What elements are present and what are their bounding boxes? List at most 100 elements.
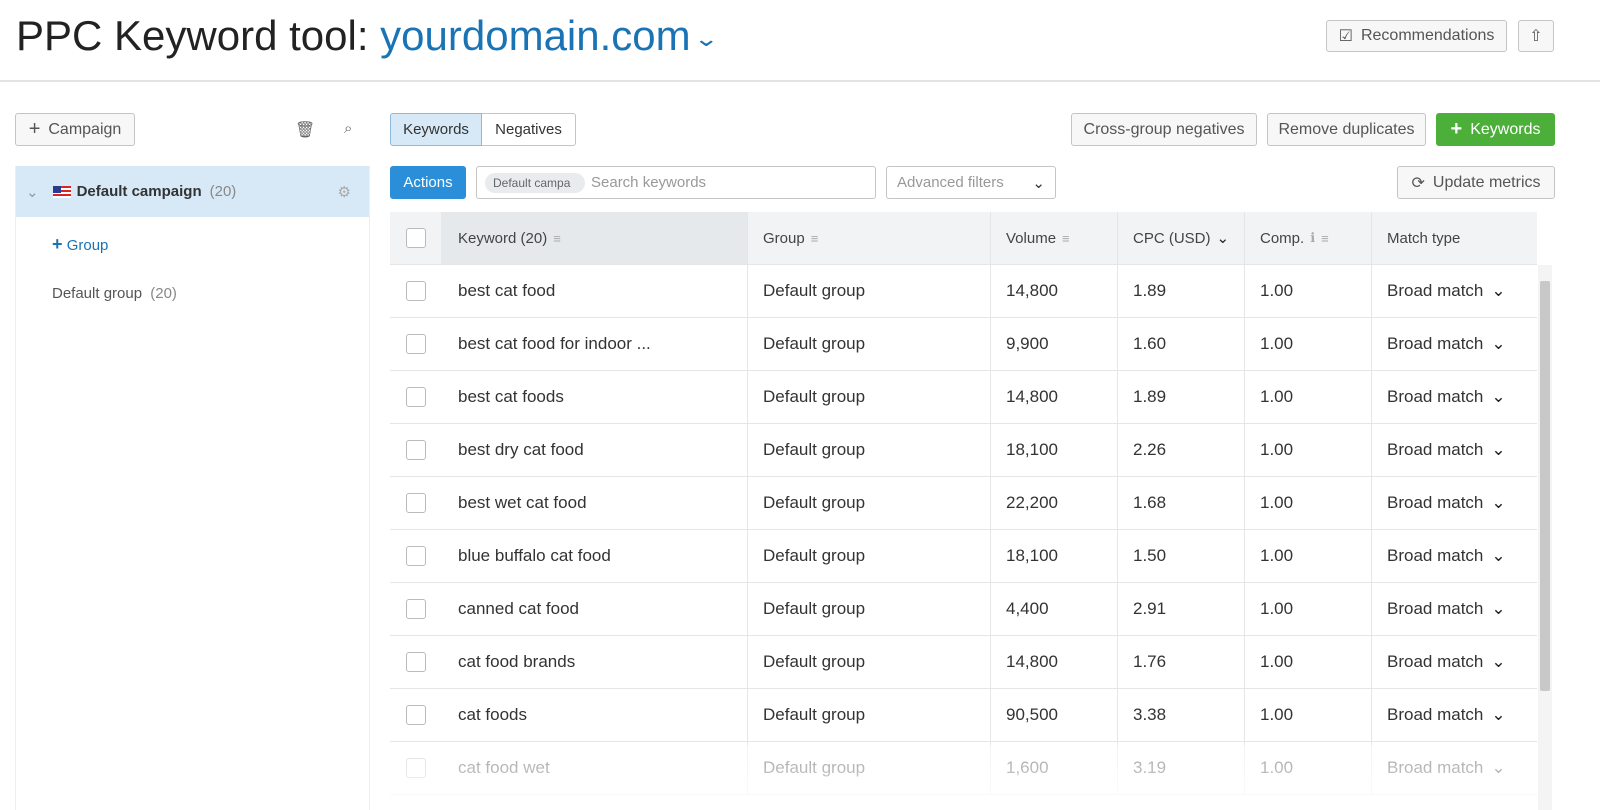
campaign-filter-chip[interactable]: Default campa [485,172,585,193]
chevron-down-icon: ⌄ [1032,174,1045,192]
comp-cell: 1.00 [1244,477,1371,529]
trash-icon[interactable]: 🗑 [295,122,316,139]
row-checkbox[interactable] [405,493,426,513]
checklist-icon: ☑ [1338,28,1353,45]
sort-icon[interactable]: ≡ [1321,230,1329,246]
chevron-down-icon[interactable]: ⌄ [692,25,719,51]
cpc-cell: 2.26 [1117,424,1244,476]
campaign-item[interactable]: ⌄ Default campaign (20) ⚙ [16,166,369,217]
chevron-down-icon[interactable]: ⌄ [26,183,39,201]
page-header: PPC Keyword tool: yourdomain.com ⌄ ☑ Recom… [0,0,1600,82]
chevron-down-icon: ⌄ [1491,493,1506,512]
chevron-down-icon: ⌄ [1491,546,1506,565]
volume-cell: 4,400 [990,583,1117,635]
row-checkbox[interactable] [405,599,426,619]
actions-button[interactable]: Actions [390,166,466,199]
gear-icon[interactable]: ⚙ [337,183,351,201]
cpc-cell: 1.68 [1117,477,1244,529]
plus-icon: + [28,118,41,140]
col-comp[interactable]: Comp. ℹ ≡ [1244,212,1371,264]
comp-cell: 1.00 [1244,689,1371,741]
keyword-cell: best cat food [458,281,556,300]
chevron-down-icon: ⌄ [1491,440,1506,459]
cross-group-negatives-button[interactable]: Cross-group negatives [1071,113,1257,146]
match-type-dropdown[interactable]: Broad match⌄ [1371,636,1537,688]
comp-cell: 1.00 [1244,424,1371,476]
sort-icon[interactable]: ≡ [553,230,561,246]
domain-selector[interactable]: yourdomain.com [380,12,691,59]
comp-cell: 1.00 [1244,583,1371,635]
volume-cell: 14,800 [990,265,1117,317]
table-row[interactable]: blue buffalo cat food Default group 18,1… [390,530,1537,583]
row-checkbox[interactable] [405,546,426,566]
scrollbar-thumb[interactable] [1540,281,1550,691]
keywords-table: Keyword (20) ≡ Group ≡ Volume ≡ CPC (USD) ⌄ … [390,212,1537,795]
search-icon[interactable]: ⌕ [344,120,353,137]
keyword-cell: best cat food for indoor ... [458,334,651,353]
chevron-down-icon: ⌄ [1491,334,1506,353]
table-row[interactable]: cat foods Default group 90,500 3.38 1.00… [390,689,1537,742]
table-row[interactable]: best wet cat food Default group 22,200 1… [390,477,1537,530]
row-checkbox[interactable] [405,281,426,301]
sort-icon[interactable]: ≡ [1062,230,1070,246]
row-checkbox[interactable] [405,334,426,354]
match-type-dropdown[interactable]: Broad match⌄ [1371,265,1537,317]
group-cell: Default group [747,636,990,688]
row-checkbox[interactable] [405,440,426,460]
row-checkbox[interactable] [405,705,426,725]
export-button[interactable]: ⇧ [1518,20,1554,52]
add-keywords-button[interactable]: + Keywords [1436,113,1555,146]
match-type-dropdown[interactable]: Broad match⌄ [1371,371,1537,423]
cpc-cell: 1.89 [1117,371,1244,423]
row-checkbox[interactable] [405,387,426,407]
col-cpc[interactable]: CPC (USD) ⌄ [1117,212,1244,264]
group-cell: Default group [747,424,990,476]
row-checkbox[interactable] [405,652,426,672]
search-keywords-input[interactable]: Default campa Search keywords [476,166,876,199]
select-all-checkbox[interactable] [405,228,426,248]
match-type-dropdown[interactable]: Broad match⌄ [1371,583,1537,635]
match-type-dropdown[interactable]: Broad match⌄ [1371,318,1537,370]
refresh-icon: ⟳ [1411,174,1425,192]
info-icon[interactable]: ℹ [1310,230,1316,245]
table-scrollbar[interactable] [1538,265,1552,810]
col-volume[interactable]: Volume ≡ [990,212,1117,264]
table-row[interactable]: cat food brands Default group 14,800 1.7… [390,636,1537,689]
match-type-dropdown[interactable]: Broad match⌄ [1371,424,1537,476]
table-row[interactable]: best dry cat food Default group 18,100 2… [390,424,1537,477]
table-row[interactable]: best cat foods Default group 14,800 1.89… [390,371,1537,424]
share-icon: ⇧ [1529,28,1543,45]
keyword-cell: cat food brands [458,652,576,671]
add-group-button[interactable]: + Group [52,234,109,254]
remove-duplicates-button[interactable]: Remove duplicates [1267,113,1426,146]
sidebar-item-default-group[interactable]: Default group (20) [52,285,177,302]
table-row[interactable]: canned cat food Default group 4,400 2.91… [390,583,1537,636]
match-type-dropdown[interactable]: Broad match⌄ [1371,477,1537,529]
table-row[interactable]: best cat food for indoor ... Default gro… [390,318,1537,371]
col-group[interactable]: Group ≡ [747,212,990,264]
table-row[interactable]: best cat food Default group 14,800 1.89 … [390,265,1537,318]
match-type-dropdown[interactable]: Broad match⌄ [1371,530,1537,582]
match-type-dropdown[interactable]: Broad match⌄ [1371,689,1537,741]
us-flag-icon [52,185,71,198]
tab-negatives[interactable]: Negatives [482,113,576,146]
cpc-cell: 1.60 [1117,318,1244,370]
chevron-down-icon: ⌄ [1491,599,1506,618]
volume-cell: 14,800 [990,371,1117,423]
tab-keywords[interactable]: Keywords [390,113,482,146]
add-campaign-button[interactable]: + Campaign [15,113,135,146]
sort-desc-icon[interactable]: ⌄ [1216,230,1230,247]
chevron-down-icon: ⌄ [1491,387,1506,406]
cpc-cell: 2.91 [1117,583,1244,635]
cpc-cell: 1.50 [1117,530,1244,582]
col-keyword[interactable]: Keyword (20) ≡ [441,212,747,264]
group-cell: Default group [747,530,990,582]
page-title: PPC Keyword tool: yourdomain.com ⌄ [16,12,719,59]
recommendations-button[interactable]: ☑ Recommendations [1326,20,1507,52]
volume-cell: 18,100 [990,530,1117,582]
group-cell: Default group [747,265,990,317]
update-metrics-button[interactable]: ⟳ Update metrics [1397,166,1555,199]
comp-cell: 1.00 [1244,636,1371,688]
advanced-filters-dropdown[interactable]: Advanced filters ⌄ [886,166,1056,199]
sort-icon[interactable]: ≡ [810,230,819,246]
